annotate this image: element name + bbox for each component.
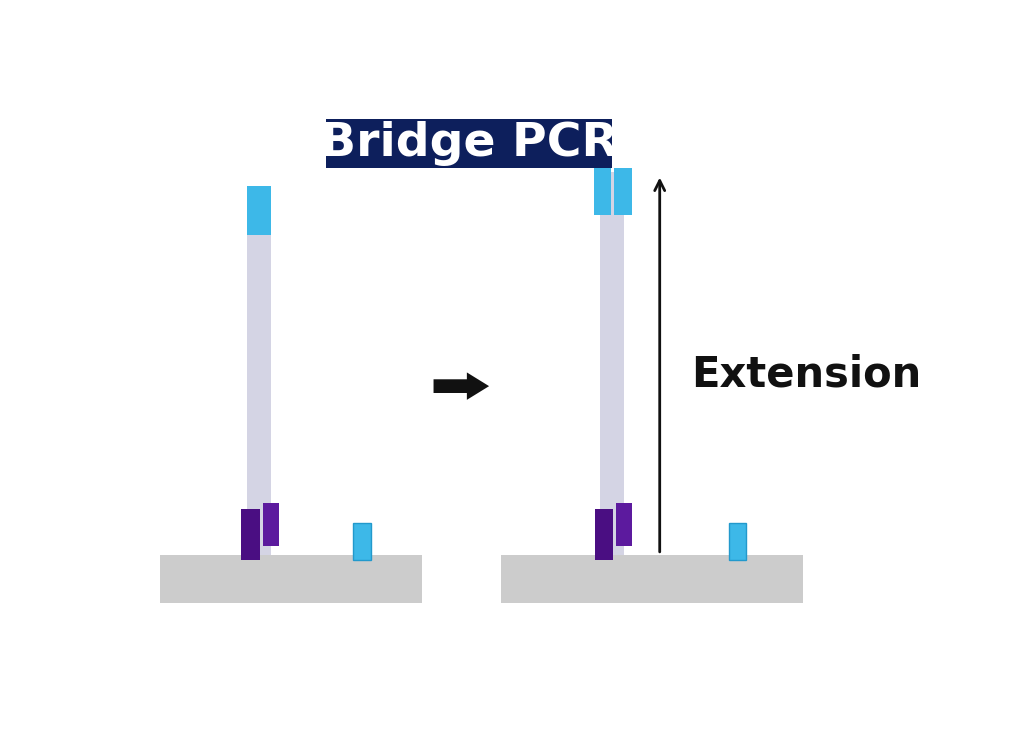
Bar (600, 172, 624, 555)
Bar (247, 186, 270, 234)
Bar (263, 503, 279, 546)
Bar (160, 555, 422, 603)
Bar (353, 523, 371, 560)
Bar (616, 503, 632, 546)
Polygon shape (433, 372, 489, 400)
Bar (327, 119, 612, 168)
Text: Bridge PCR: Bridge PCR (321, 121, 618, 165)
Bar (614, 168, 632, 214)
Bar (595, 509, 613, 560)
Bar (594, 168, 611, 214)
Text: Extension: Extension (691, 354, 922, 395)
Bar (247, 189, 270, 555)
Bar (501, 555, 803, 603)
Bar (729, 523, 746, 560)
Bar (242, 509, 260, 560)
